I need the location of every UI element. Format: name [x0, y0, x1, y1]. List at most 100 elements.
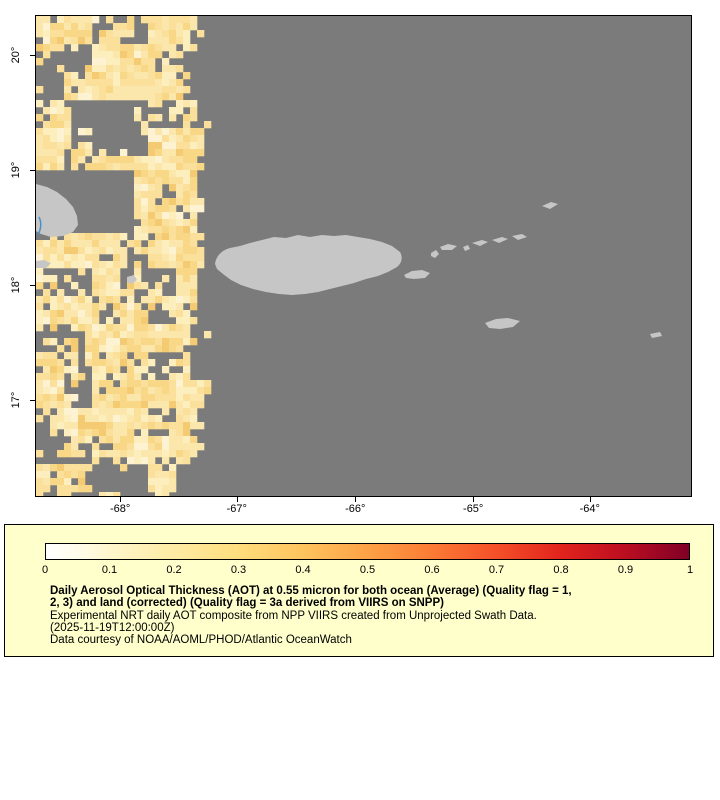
colorbar-tick-label: 0.4 [295, 564, 311, 576]
aot-pixel [85, 247, 93, 255]
aot-pixel [169, 464, 177, 472]
aot-pixel [141, 352, 149, 360]
aot-pixel [148, 324, 156, 332]
aot-pixel [113, 408, 121, 416]
aot-pixel [162, 79, 170, 87]
aot-pixel [148, 485, 156, 493]
aot-pixel [113, 86, 121, 94]
aot-pixel [43, 44, 51, 52]
aot-pixel [64, 135, 72, 143]
lon-tick-label: -65° [463, 503, 484, 515]
aot-pixel [92, 58, 100, 66]
aot-pixel [71, 464, 79, 472]
aot-pixel [92, 338, 100, 346]
aot-pixel [43, 338, 51, 346]
aot-pixel [134, 65, 142, 73]
aot-pixel [127, 163, 135, 171]
aot-pixel [36, 394, 44, 402]
aot-pixel [36, 58, 44, 66]
aot-pixel [197, 261, 205, 269]
aot-pixel [106, 289, 114, 297]
aot-pixel [120, 401, 128, 409]
aot-pixel [92, 254, 100, 262]
aot-pixel [120, 23, 128, 31]
aot-pixel [141, 51, 149, 59]
aot-pixel [148, 380, 156, 388]
aot-pixel [78, 247, 86, 255]
aot-pixel [148, 128, 156, 136]
legend-courtesy: Data courtesy of NOAA/AOML/PHOD/Atlantic… [50, 634, 352, 647]
aot-pixel [99, 401, 107, 409]
aot-pixel [148, 65, 156, 73]
aot-pixel [78, 464, 86, 472]
aot-pixel [78, 296, 86, 304]
aot-pixel [141, 65, 149, 73]
aot-pixel [190, 240, 198, 248]
aot-pixel [190, 219, 198, 227]
aot-pixel [57, 163, 65, 171]
aot-pixel [92, 268, 100, 276]
aot-pixel [36, 401, 44, 409]
aot-pixel [71, 429, 79, 437]
aot-pixel [57, 261, 65, 269]
aot-pixel [183, 170, 191, 178]
aot-pixel [92, 233, 100, 241]
aot-pixel [120, 93, 128, 101]
aot-pixel [183, 226, 191, 234]
aot-pixel [113, 436, 121, 444]
aot-pixel [43, 128, 51, 136]
aot-pixel [36, 359, 44, 367]
aot-pixel [148, 156, 156, 164]
aot-pixel [162, 86, 170, 94]
aot-pixel [50, 114, 58, 122]
aot-pixel [50, 310, 58, 318]
aot-pixel [176, 86, 184, 94]
aot-pixel [106, 331, 114, 339]
aot-pixel [134, 394, 142, 402]
aot-pixel [64, 450, 72, 458]
aot-pixel [36, 303, 44, 311]
aot-pixel [197, 142, 205, 150]
aot-pixel [57, 107, 65, 115]
aot-pixel [148, 177, 156, 185]
aot-pixel [78, 86, 86, 94]
lon-tick-label: -66° [345, 503, 366, 515]
aot-pixel [78, 317, 86, 325]
aot-pixel [113, 366, 121, 374]
aot-pixel [92, 247, 100, 255]
aot-pixel [148, 23, 156, 31]
aot-pixel [57, 401, 65, 409]
aot-pixel [64, 275, 72, 283]
aot-pixel [92, 93, 100, 101]
aot-pixel [113, 44, 121, 52]
aot-pixel [155, 170, 163, 178]
aot-pixel [183, 436, 191, 444]
aot-pixel [120, 254, 128, 262]
aot-pixel [78, 303, 86, 311]
aot-pixel [99, 345, 107, 353]
aot-pixel [183, 415, 191, 423]
aot-pixel [141, 44, 149, 52]
aot-pixel [113, 429, 121, 437]
aot-pixel [183, 359, 191, 367]
aot-pixel [127, 51, 135, 59]
aot-pixel [57, 128, 65, 136]
aot-pixel [127, 303, 135, 311]
aot-pixel [190, 380, 198, 388]
aot-pixel [57, 317, 65, 325]
aot-pixel [64, 128, 72, 136]
aot-pixel [141, 93, 149, 101]
aot-pixel [190, 114, 198, 122]
aot-pixel [64, 107, 72, 115]
aot-pixel [50, 254, 58, 262]
aot-pixel [64, 233, 72, 241]
aot-pixel [127, 30, 135, 38]
aot-pixel [92, 240, 100, 248]
aot-pixel [134, 408, 142, 416]
aot-pixel [169, 72, 177, 80]
aot-pixel [176, 422, 184, 430]
aot-pixel [190, 198, 198, 206]
aot-pixel [106, 44, 114, 52]
aot-pixel [162, 65, 170, 73]
aot-pixel [169, 436, 177, 444]
